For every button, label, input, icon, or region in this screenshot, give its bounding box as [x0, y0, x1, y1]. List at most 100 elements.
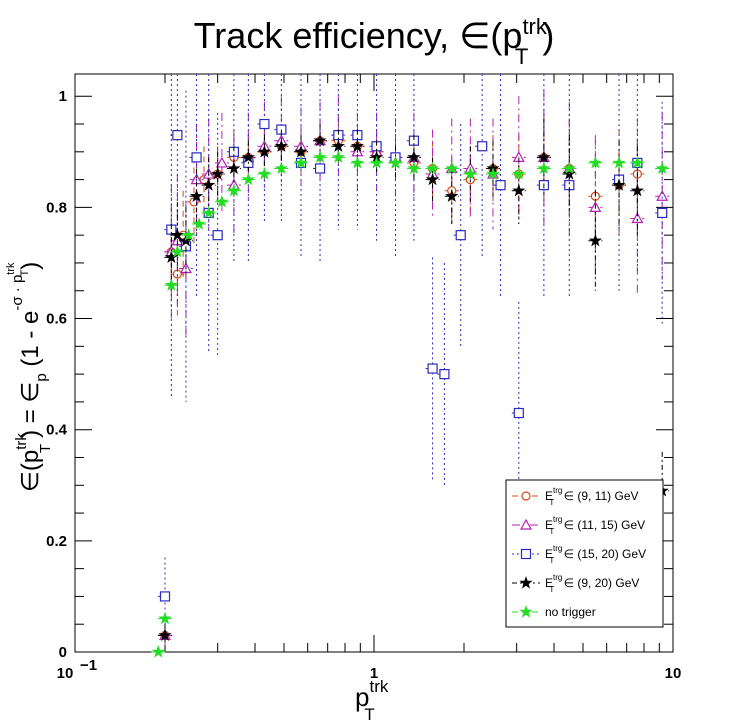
- data-point: [212, 230, 223, 241]
- data-point: [257, 144, 271, 158]
- data-point: [513, 407, 524, 419]
- data-point: [407, 150, 421, 163]
- data-point: [445, 189, 459, 202]
- data-point: [562, 161, 576, 175]
- legend-marker: [519, 576, 533, 589]
- data-point: [445, 161, 459, 175]
- legend-marker: [521, 491, 531, 501]
- legend-entry: no trigger: [512, 605, 596, 619]
- data-point: [427, 363, 438, 374]
- data-point: [313, 150, 327, 163]
- data-point: [630, 155, 644, 169]
- legend-label: Etrg T ∈ (9, 11) GeV: [545, 486, 639, 507]
- data-point: [612, 178, 626, 191]
- data-point: [211, 167, 225, 180]
- data-point: [512, 183, 526, 197]
- data-point: [227, 161, 241, 175]
- data-point: [512, 167, 526, 180]
- data-point: [172, 130, 183, 141]
- data-point: [588, 233, 602, 247]
- data-point: [189, 189, 204, 202]
- legend-label: Etrg T ∈ (15, 20) GeV: [545, 544, 646, 565]
- legend-label: Etrg T ∈ (9, 20) GeV: [545, 573, 639, 594]
- data-point: [439, 369, 450, 380]
- data-point: [202, 178, 216, 191]
- data-point: [331, 150, 345, 163]
- axis-tick-labels: 0 0.2 0.4 0.6 0.8 1 10 −1 1 10: [46, 88, 681, 682]
- data-point: [331, 139, 345, 152]
- y-tick-label: 0.8: [46, 199, 67, 216]
- data-point: [241, 150, 255, 163]
- data-point: [388, 155, 403, 169]
- legend-label: Etrg T ∈ (11, 15) GeV: [545, 515, 645, 536]
- data-point: [486, 167, 500, 180]
- y-tick-label: 0: [59, 644, 67, 661]
- legend-marker: [520, 548, 532, 560]
- legend-entry: Etrg T ∈ (9, 20) GeV: [512, 573, 639, 594]
- data-point: [537, 161, 551, 175]
- data-point: [477, 141, 488, 152]
- data-point: [274, 161, 288, 175]
- data-point: [259, 118, 270, 130]
- data-point: [170, 228, 184, 241]
- data-point: [313, 133, 327, 147]
- data-point: [656, 190, 669, 201]
- y-tick-label: 0.4: [46, 422, 68, 439]
- chart-title: Track efficiency, ∈(ptrk T): [194, 14, 555, 69]
- data-point: [407, 161, 421, 175]
- data-point: [159, 591, 171, 602]
- data-point: [631, 212, 644, 224]
- data-point: [350, 155, 364, 169]
- data-point: [191, 152, 202, 163]
- data-point: [370, 155, 384, 169]
- legend-label: no trigger: [545, 605, 596, 619]
- series-4: [151, 150, 670, 658]
- data-point: [350, 139, 364, 152]
- x-tick-label: 10: [665, 665, 682, 682]
- x-tick-label: 1: [370, 665, 378, 682]
- data-point: [274, 139, 288, 152]
- data-point: [202, 205, 216, 219]
- y-tick-label: 1: [59, 88, 67, 105]
- data-point: [215, 194, 229, 208]
- x-tick-label-exponent: −1: [80, 657, 97, 674]
- y-axis-title: ∈(ptrk T) = ∈p (1 - e-σ · ptrk T): [5, 262, 54, 492]
- data-point: [215, 156, 228, 168]
- data-point: [588, 155, 602, 169]
- data-point: [164, 278, 178, 291]
- data-point: [294, 144, 308, 158]
- y-tick-label: 0.6: [46, 311, 67, 328]
- y-tick-label: 0.2: [46, 533, 67, 550]
- data-point: [537, 150, 551, 163]
- data-point: [182, 228, 196, 241]
- data-point: [612, 156, 626, 169]
- data-point: [158, 611, 172, 625]
- data-point: [294, 155, 308, 169]
- data-point: [227, 183, 241, 197]
- series-layer: [151, 74, 670, 658]
- data-point: [192, 217, 206, 230]
- data-point: [655, 161, 669, 175]
- x-tick-label: 10: [57, 665, 74, 682]
- data-point: [630, 183, 644, 197]
- legend-entry: Etrg T ∈ (15, 20) GeV: [512, 544, 646, 565]
- data-point: [657, 207, 668, 219]
- data-point: [257, 167, 271, 180]
- data-point: [170, 244, 184, 258]
- data-point: [463, 167, 477, 180]
- data-point: [158, 628, 172, 641]
- legend: Etrg T ∈ (9, 11) GeV Etrg T ∈ (11, 15) GeV E…: [505, 479, 664, 628]
- legend-entry: Etrg T ∈ (11, 15) GeV: [512, 515, 645, 536]
- data-point: [495, 180, 506, 191]
- x-axis-title: ptrk T: [355, 677, 389, 724]
- data-point: [455, 230, 466, 241]
- legend-marker: [519, 605, 533, 618]
- data-point: [426, 172, 440, 186]
- legend-entry: Etrg T ∈ (9, 11) GeV: [512, 486, 639, 507]
- legend-marker: [519, 518, 533, 530]
- data-point: [151, 645, 166, 658]
- data-point: [426, 161, 440, 175]
- data-point: [241, 172, 256, 186]
- data-point: [314, 163, 326, 174]
